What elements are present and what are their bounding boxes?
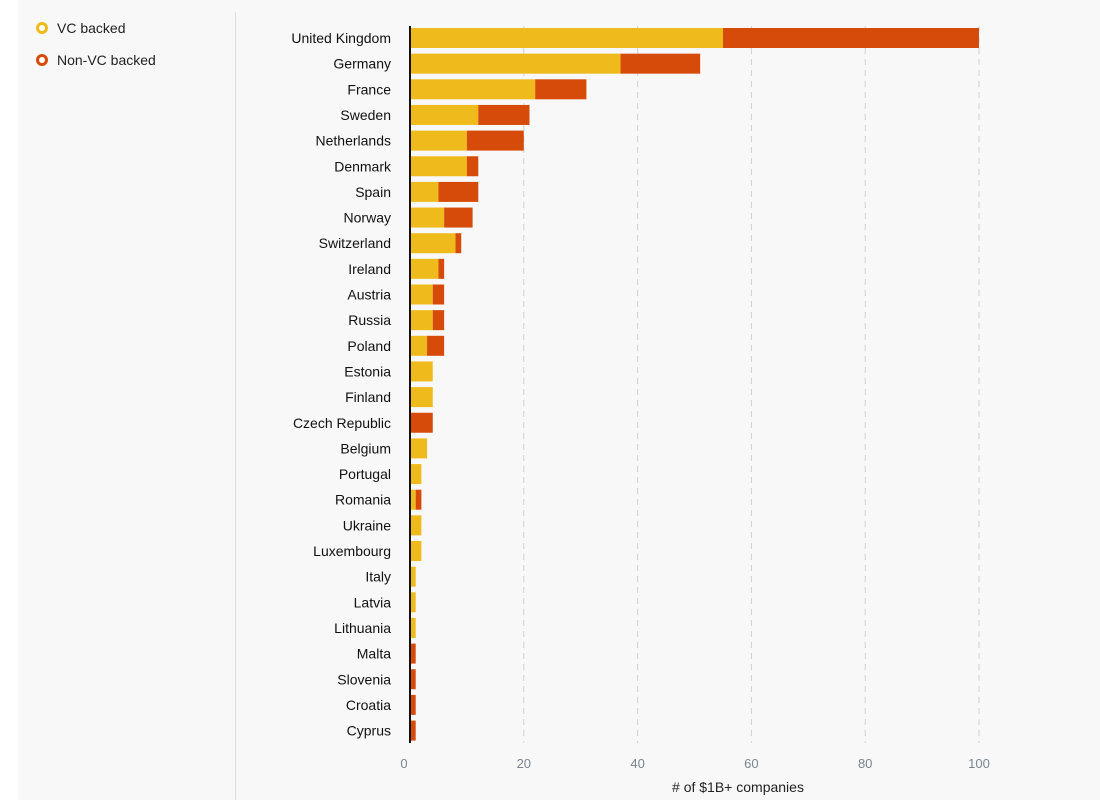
bar-vc-backed [410, 566, 416, 587]
category-label: Norway [344, 210, 391, 226]
bar-vc-backed [410, 53, 621, 74]
category-label: Spain [355, 184, 391, 200]
bar-non-vc-backed [410, 694, 416, 715]
bar-vc-backed [410, 541, 422, 561]
category-label: Sweden [340, 107, 391, 123]
x-tick-label: 60 [744, 756, 758, 771]
bar-vc-backed [410, 464, 422, 485]
bar-non-vc-backed [438, 258, 445, 279]
category-label: Luxembourg [313, 543, 391, 559]
bar-non-vc-backed [444, 207, 473, 228]
bar-vc-backed [410, 335, 428, 356]
category-label: Estonia [344, 363, 391, 379]
bar-non-vc-backed [427, 335, 445, 356]
category-label: Russia [348, 312, 391, 328]
legend-item-nonvc[interactable]: Non-VC backed [36, 48, 156, 72]
category-label: Latvia [354, 594, 392, 610]
category-label: Italy [365, 569, 391, 585]
category-label: Romania [335, 492, 391, 508]
category-label: Finland [345, 389, 391, 405]
bar-vc-backed [410, 104, 479, 125]
bar-non-vc-backed [478, 104, 530, 125]
bar-non-vc-backed [410, 412, 433, 433]
bar-non-vc-backed [438, 181, 479, 202]
bar-non-vc-backed [466, 156, 479, 177]
category-label: Netherlands [316, 133, 392, 149]
category-label: Denmark [334, 158, 392, 174]
legend-item-vc[interactable]: VC backed [36, 16, 156, 40]
panel-divider [235, 12, 236, 800]
category-label: Croatia [346, 697, 391, 713]
bar-non-vc-backed [466, 130, 524, 151]
x-axis-title: # of $1B+ companies [672, 779, 804, 795]
x-tick-label: 20 [517, 756, 531, 771]
category-label: France [347, 81, 391, 97]
bar-vc-backed [410, 592, 416, 613]
category-label: Slovenia [337, 671, 391, 687]
bar-non-vc-backed [410, 643, 416, 664]
non-vc-backed-swatch-icon [36, 54, 48, 66]
legend-label-nonvc: Non-VC backed [57, 52, 156, 68]
category-label: Cyprus [347, 723, 391, 739]
category-label: Ireland [348, 261, 391, 277]
bar-vc-backed [410, 181, 439, 202]
category-label: Malta [357, 646, 391, 662]
bar-vc-backed [410, 438, 428, 459]
x-tick-label: 100 [968, 756, 990, 771]
bar-non-vc-backed [432, 310, 445, 331]
bar-vc-backed [410, 258, 439, 279]
bar-non-vc-backed [410, 669, 416, 690]
category-label: Czech Republic [293, 415, 391, 431]
category-label: Ukraine [343, 517, 391, 533]
x-tick-label: 80 [858, 756, 872, 771]
bar-non-vc-backed [410, 720, 416, 741]
bar-vc-backed [410, 310, 433, 331]
category-label: Austria [347, 287, 391, 303]
category-label: Lithuania [334, 620, 391, 636]
chart-panel [18, 0, 1100, 800]
bar-vc-backed [410, 233, 456, 254]
bar-vc-backed [410, 515, 422, 536]
bar-vc-backed [410, 387, 433, 408]
category-label: Switzerland [319, 235, 391, 251]
bar-vc-backed [410, 156, 467, 177]
bar-non-vc-backed [535, 79, 587, 100]
bar-vc-backed [410, 284, 433, 305]
category-label: Belgium [340, 440, 391, 456]
category-label: Portugal [339, 466, 391, 482]
vc-backed-swatch-icon [36, 22, 48, 34]
bar-vc-backed [410, 489, 416, 510]
x-tick-label: 0 [400, 756, 407, 771]
category-label: United Kingdom [291, 30, 391, 46]
legend-label-vc: VC backed [57, 20, 126, 36]
bar-vc-backed [410, 361, 433, 382]
bar-vc-backed [410, 617, 416, 638]
bar-non-vc-backed [620, 53, 701, 74]
bar-vc-backed [410, 28, 723, 48]
bar-non-vc-backed [432, 284, 445, 305]
x-tick-label: 40 [630, 756, 644, 771]
bar-non-vc-backed [722, 28, 979, 48]
bar-non-vc-backed [455, 233, 462, 254]
bar-vc-backed [410, 130, 467, 151]
bar-vc-backed [410, 79, 536, 100]
bar-vc-backed [410, 207, 445, 228]
chart-legend: VC backed Non-VC backed [36, 16, 156, 80]
category-label: Poland [347, 338, 391, 354]
category-label: Germany [333, 56, 391, 72]
bar-non-vc-backed [415, 489, 422, 510]
